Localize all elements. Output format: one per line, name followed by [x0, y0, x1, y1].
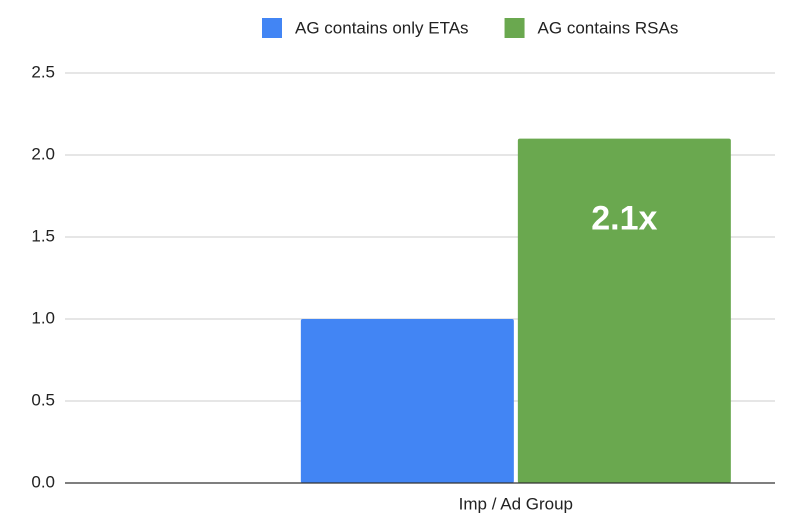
x-tick-label: Imp / Ad Group — [459, 494, 573, 513]
legend-label: AG contains only ETAs — [295, 18, 469, 37]
legend-label: AG contains RSAs — [538, 18, 679, 37]
y-tick-label: 1.5 — [31, 226, 55, 245]
bar — [300, 319, 514, 483]
legend-swatch — [504, 18, 525, 38]
legend-swatch — [262, 18, 282, 38]
y-tick-label: 0.5 — [31, 390, 55, 409]
y-tick-label: 0.0 — [31, 472, 55, 491]
bar — [517, 138, 731, 483]
y-tick-label: 1.0 — [31, 308, 55, 327]
y-tick-label: 2.5 — [31, 62, 55, 81]
y-tick-label: 2.0 — [31, 144, 55, 163]
data-label: 2.1x — [591, 200, 657, 238]
